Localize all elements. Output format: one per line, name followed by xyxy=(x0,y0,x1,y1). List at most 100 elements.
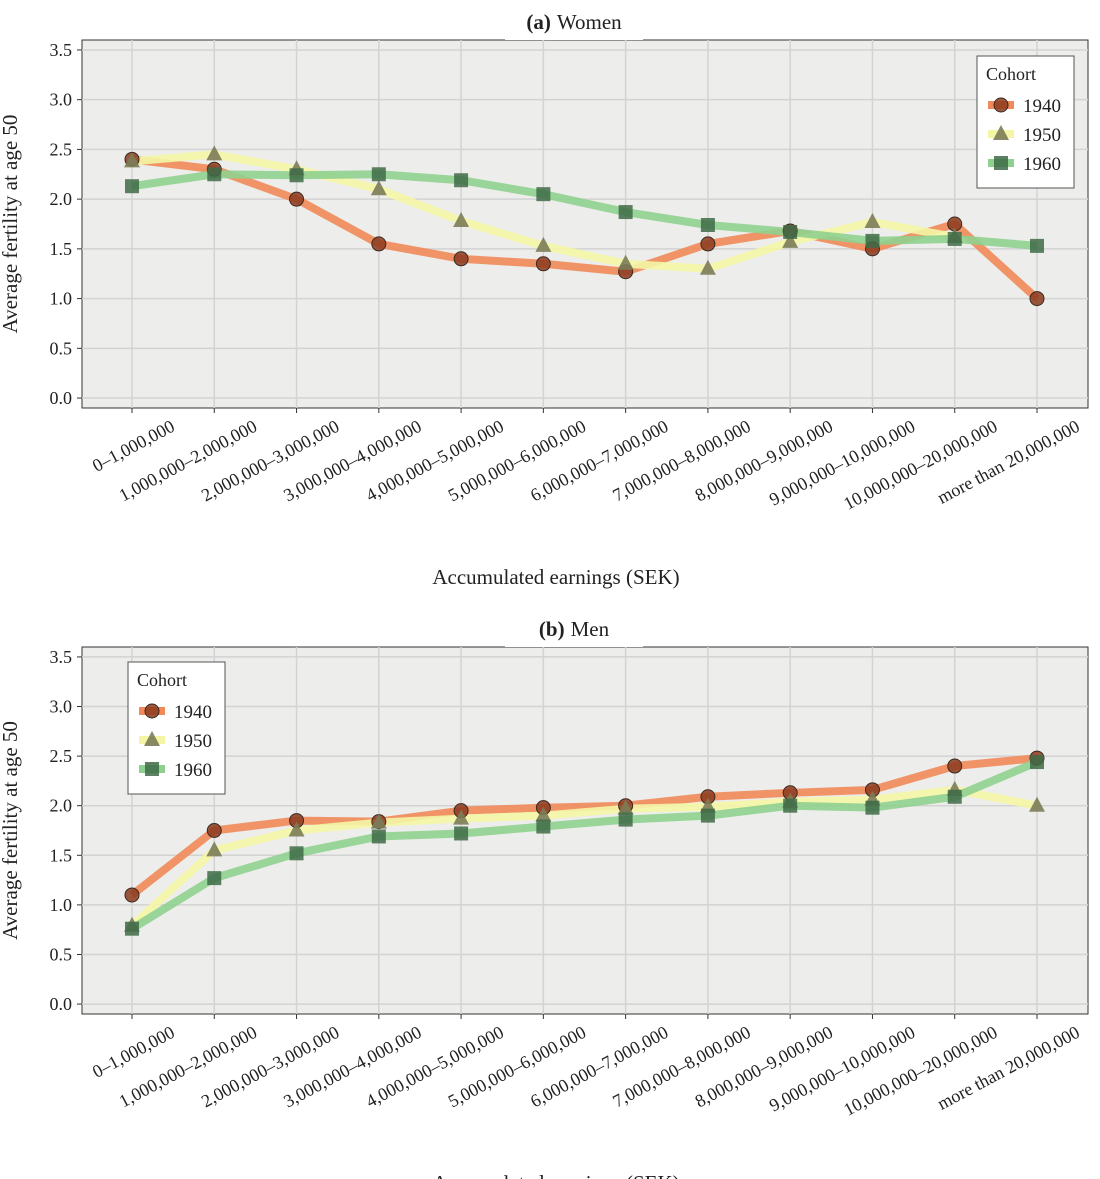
x-axis-title: Accumulated earnings (SEK) xyxy=(432,565,679,589)
x-tick-label: 1,000,000–2,000,000 xyxy=(116,416,260,505)
point-1960 xyxy=(371,167,386,182)
x-tick-label: 5,000,000–6,000,000 xyxy=(445,1022,589,1111)
point-1960 xyxy=(536,187,551,202)
panel-title: (b) Men xyxy=(505,617,643,647)
legend: Cohort 1940 1950 1960 xyxy=(976,55,1075,189)
legend-marker-1940 xyxy=(993,97,1009,113)
point-1950 xyxy=(206,145,223,161)
point-1960 xyxy=(618,812,633,827)
x-tick-label: 7,000,000–8,000,000 xyxy=(609,1022,753,1111)
x-tick-label: 5,000,000–6,000,000 xyxy=(445,416,589,505)
legend-marker-1950 xyxy=(144,731,160,746)
point-1950 xyxy=(535,236,552,252)
panel-label: (b) xyxy=(539,617,565,641)
y-tick-label: 2.0 xyxy=(50,189,73,209)
legend-marker-1950 xyxy=(993,125,1009,140)
series-line-1960 xyxy=(129,758,1039,933)
x-tick-label: 6,000,000–7,000,000 xyxy=(527,416,671,505)
legend-label: 1960 xyxy=(174,760,212,781)
point-1960 xyxy=(783,798,798,813)
x-tick-label: 3,000,000–4,000,000 xyxy=(280,1022,424,1111)
y-tick-label: 0.5 xyxy=(50,338,73,358)
panel-label: (a) xyxy=(526,10,551,34)
x-tick-label: 8,000,000–9,000,000 xyxy=(692,416,836,505)
point-1940 xyxy=(947,758,963,774)
y-tick-label: 2.0 xyxy=(50,796,73,816)
x-axis-title: Accumulated earnings (SEK) xyxy=(432,1171,679,1179)
point-1950 xyxy=(370,813,387,829)
point-1950 xyxy=(782,232,799,248)
point-1950 xyxy=(617,254,634,270)
x-tick-label: 10,000,000–20,000,000 xyxy=(840,1022,1000,1120)
point-1960 xyxy=(618,205,633,220)
y-tick-label: 2.5 xyxy=(50,746,73,766)
y-tick-label: 0.5 xyxy=(50,944,73,964)
point-1960 xyxy=(289,168,304,183)
point-1960 xyxy=(371,829,386,844)
point-1960 xyxy=(289,846,304,861)
series-line-1940 xyxy=(131,155,1040,302)
panel-title-label: Men xyxy=(571,617,610,641)
y-tick-label: 0.0 xyxy=(50,388,73,408)
point-1960 xyxy=(125,921,139,936)
x-tick-label: 2,000,000–3,000,000 xyxy=(198,1022,342,1111)
legend-marker-1960 xyxy=(994,156,1008,170)
y-tick-label: 3.5 xyxy=(50,40,73,60)
x-tick-label: 2,000,000–3,000,000 xyxy=(198,416,342,505)
x-tick-label: 4,000,000–5,000,000 xyxy=(362,416,506,505)
panel-women: 0.00.51.01.52.02.53.03.50–1,000,0001,000… xyxy=(0,10,1089,589)
panel-title-label: Women xyxy=(557,10,622,34)
point-1940 xyxy=(371,236,387,252)
legend-label: 1950 xyxy=(174,731,212,752)
x-tick-label: 1,000,000–2,000,000 xyxy=(116,1022,260,1111)
point-1940 xyxy=(700,236,716,252)
legend-title: Cohort xyxy=(137,670,187,690)
point-1960 xyxy=(207,871,222,886)
point-1960 xyxy=(865,233,880,248)
title-text: (b) Men xyxy=(539,617,610,641)
plot-area xyxy=(81,39,1089,409)
point-1960 xyxy=(536,819,551,834)
point-1940 xyxy=(289,191,305,207)
point-1940 xyxy=(453,251,469,267)
point-1950 xyxy=(453,212,470,228)
point-1950 xyxy=(1029,796,1045,812)
point-1960 xyxy=(947,789,962,804)
x-tick-label: 10,000,000–20,000,000 xyxy=(840,416,1000,514)
legend-title: Cohort xyxy=(986,64,1036,84)
point-1950 xyxy=(124,152,140,168)
y-tick-label: 0.0 xyxy=(50,994,73,1014)
legend-marker-1960 xyxy=(145,762,159,776)
point-1950 xyxy=(288,821,305,837)
point-1950 xyxy=(699,259,716,275)
legend-label: 1960 xyxy=(1023,154,1061,175)
series-line-1940 xyxy=(129,754,1038,899)
x-tick-label: more than 20,000,000 xyxy=(934,416,1083,508)
point-1940 xyxy=(206,823,222,838)
point-1960 xyxy=(947,231,962,246)
plot-area xyxy=(81,646,1089,1015)
title-text: (a) Women xyxy=(526,10,622,34)
title-background xyxy=(505,10,643,40)
legend-label: 1950 xyxy=(1023,125,1061,146)
point-1960 xyxy=(700,808,715,823)
point-1960 xyxy=(1030,238,1044,253)
point-1950 xyxy=(617,799,634,815)
legend: Cohort 1940 1950 1960 xyxy=(127,661,226,795)
point-1940 xyxy=(535,256,551,272)
point-1960 xyxy=(865,800,880,815)
point-1940 xyxy=(1029,291,1045,307)
y-tick-label: 2.5 xyxy=(50,139,73,159)
x-tick-label: 8,000,000–9,000,000 xyxy=(692,1022,836,1111)
panel-title: (a) Women xyxy=(505,10,643,40)
x-tick-label: more than 20,000,000 xyxy=(934,1022,1083,1114)
point-1960 xyxy=(454,173,469,188)
y-axis-title: Average fertility at age 50 xyxy=(0,115,22,334)
y-tick-label: 3.0 xyxy=(50,90,73,110)
point-1950 xyxy=(535,806,552,822)
y-tick-label: 1.0 xyxy=(50,289,73,309)
point-1960 xyxy=(700,217,715,232)
x-tick-label: 4,000,000–5,000,000 xyxy=(362,1022,506,1111)
y-axis-title: Average fertility at age 50 xyxy=(0,721,22,940)
